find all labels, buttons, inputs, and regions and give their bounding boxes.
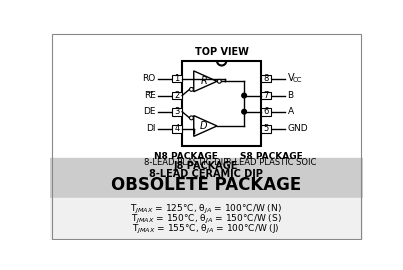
Circle shape	[189, 116, 193, 120]
Text: 4: 4	[174, 124, 180, 133]
Text: B: B	[287, 91, 294, 100]
Text: 3: 3	[174, 107, 180, 116]
Text: R: R	[200, 76, 207, 86]
Bar	[172, 92, 182, 99]
Circle shape	[189, 87, 193, 91]
Bar	[261, 125, 271, 133]
Text: 8-LEAD PLASTIC SOIC: 8-LEAD PLASTIC SOIC	[226, 158, 316, 167]
Bar	[50, 198, 363, 240]
Bar	[50, 158, 363, 198]
Bar	[182, 61, 261, 146]
Bar	[261, 75, 271, 82]
Text: 7: 7	[264, 91, 269, 100]
Bar	[172, 108, 182, 116]
Text: CC: CC	[293, 77, 302, 83]
Circle shape	[242, 109, 247, 114]
Text: 8-LEAD CERAMIC DIP: 8-LEAD CERAMIC DIP	[149, 169, 263, 179]
Circle shape	[242, 93, 247, 98]
Text: V: V	[287, 73, 294, 83]
Text: 6: 6	[264, 107, 269, 116]
Bar	[172, 75, 182, 82]
Bar	[172, 125, 182, 133]
Text: 8: 8	[264, 74, 269, 83]
Text: RE: RE	[144, 91, 156, 100]
Text: T$_{JMAX}$ = 150°C, θ$_{JA}$ = 150°C/W (S): T$_{JMAX}$ = 150°C, θ$_{JA}$ = 150°C/W (…	[131, 212, 282, 226]
Bar	[261, 92, 271, 99]
Text: TOP VIEW: TOP VIEW	[195, 47, 249, 57]
Text: T$_{JMAX}$ = 155°C, θ$_{JA}$ = 100°C/W (J): T$_{JMAX}$ = 155°C, θ$_{JA}$ = 100°C/W (…	[132, 222, 280, 236]
Text: 1: 1	[174, 74, 180, 83]
Text: OBSOLETE PACKAGE: OBSOLETE PACKAGE	[111, 176, 301, 194]
Circle shape	[217, 79, 221, 83]
Text: DE: DE	[143, 107, 156, 116]
Text: D: D	[200, 121, 208, 131]
Text: GND: GND	[287, 124, 308, 133]
Text: 5: 5	[264, 124, 269, 133]
Polygon shape	[194, 116, 217, 136]
Text: A: A	[287, 107, 294, 116]
Bar	[261, 108, 271, 116]
Text: 2: 2	[174, 91, 180, 100]
Text: S8 PACKAGE: S8 PACKAGE	[240, 152, 303, 161]
Text: J8 PACKAGE: J8 PACKAGE	[174, 161, 238, 171]
Text: 8-LEAD PLASTIC DIP: 8-LEAD PLASTIC DIP	[144, 158, 228, 167]
Text: RO: RO	[143, 74, 156, 83]
Polygon shape	[194, 71, 217, 92]
Text: DI: DI	[146, 124, 156, 133]
Text: T$_{JMAX}$ = 125°C, θ$_{JA}$ = 100°C/W (N): T$_{JMAX}$ = 125°C, θ$_{JA}$ = 100°C/W (…	[130, 202, 282, 216]
Text: N8 PACKAGE: N8 PACKAGE	[154, 152, 218, 161]
